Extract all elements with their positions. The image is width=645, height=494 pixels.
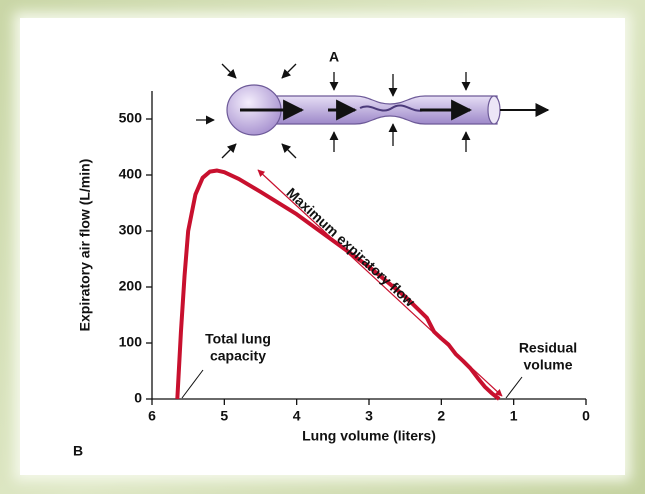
y-tick-label: 0 bbox=[134, 390, 142, 406]
annotation: Maximum expiratory flow bbox=[284, 184, 419, 309]
y-tick-label: 500 bbox=[119, 110, 143, 126]
x-tick-label: 2 bbox=[437, 408, 445, 424]
x-tick-label: 3 bbox=[365, 408, 373, 424]
y-tick-label: 400 bbox=[119, 166, 143, 182]
flow-curve bbox=[175, 168, 501, 401]
annotation: volume bbox=[523, 357, 572, 373]
x-tick-label: 0 bbox=[582, 408, 590, 424]
x-axis-label: Lung volume (liters) bbox=[302, 428, 436, 444]
leader-line bbox=[181, 369, 204, 399]
annotation: Total lung bbox=[205, 331, 271, 347]
x-tick-label: 1 bbox=[510, 408, 518, 424]
y-tick-label: 300 bbox=[119, 222, 143, 238]
y-tick-label: 100 bbox=[119, 334, 143, 350]
y-axis-label: Expiratory air flow (L/min) bbox=[77, 159, 93, 332]
annotation: capacity bbox=[210, 348, 266, 364]
x-tick-label: 6 bbox=[148, 408, 156, 424]
airway-illustration bbox=[196, 63, 550, 159]
leader-line bbox=[505, 376, 523, 399]
annotation: Residual bbox=[519, 340, 577, 356]
x-tick-label: 5 bbox=[220, 408, 228, 424]
annotation: B bbox=[73, 443, 83, 459]
annotation: A bbox=[329, 49, 339, 65]
y-tick-label: 200 bbox=[119, 278, 143, 294]
x-tick-label: 4 bbox=[293, 408, 301, 424]
